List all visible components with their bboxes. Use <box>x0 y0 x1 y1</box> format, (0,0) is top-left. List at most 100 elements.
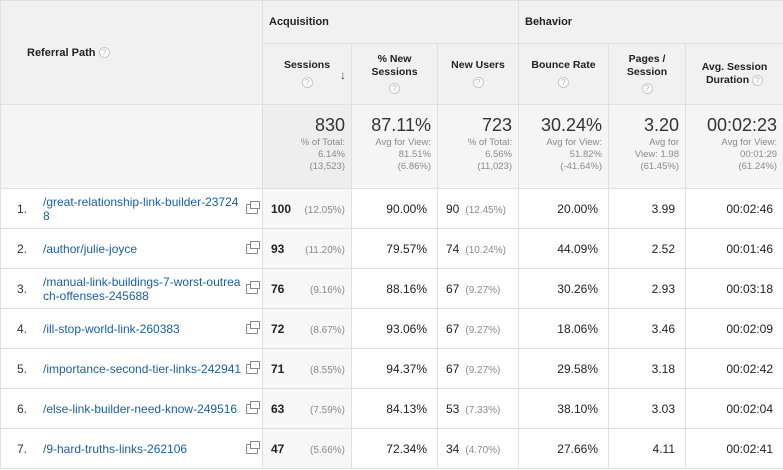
new-users-cell: 74 (10.24%) <box>437 228 519 269</box>
open-external-icon[interactable] <box>246 440 260 454</box>
referral-path-cell: 3. /manual-link-buildings-7-worst-outrea… <box>0 268 263 309</box>
avg-session-duration-cell: 00:02:09 <box>684 308 783 349</box>
sessions-value: 72 <box>271 321 285 336</box>
referral-path-cell: 6. /else-link-builder-need-know-249516 <box>0 388 263 429</box>
new-users-value: 74 <box>446 241 460 256</box>
table-row: 2. /author/julie-joyce 93 (11.20%) 79.57… <box>0 228 783 269</box>
new-users-value: 53 <box>446 401 460 416</box>
table-row: 7. /9-hard-truths-links-262106 47 (5.66%… <box>0 428 783 469</box>
sessions-column-header[interactable]: Sessions ? ↓ <box>262 43 352 105</box>
new-users-value: 67 <box>446 361 460 376</box>
sessions-cell: 100 (12.05%) <box>262 188 352 229</box>
pages-per-session-cell: 3.46 <box>608 308 686 349</box>
referral-path-cell: 2. /author/julie-joyce <box>0 228 263 269</box>
pages-per-session-cell: 4.11 <box>608 428 686 469</box>
help-icon[interactable]: ? <box>98 47 110 59</box>
sessions-value: 76 <box>271 281 285 296</box>
pct-new-sessions-cell: 72.34% <box>351 428 438 469</box>
pct-new-sessions-cell: 94.37% <box>351 348 438 389</box>
row-index: 7. <box>17 441 28 456</box>
total-bounce-rate: 30.24% Avg for View: 51.82% (-41.64%) <box>518 104 609 189</box>
new-users-column-header[interactable]: New Users ? <box>437 43 519 105</box>
help-icon[interactable]: ? <box>301 76 313 88</box>
table-row: 3. /manual-link-buildings-7-worst-outrea… <box>0 268 783 309</box>
sort-descending-icon[interactable]: ↓ <box>340 68 346 82</box>
sessions-percent: (8.55%) <box>309 364 345 376</box>
pages-per-session-cell: 2.93 <box>608 268 686 309</box>
sessions-value: 47 <box>271 441 285 456</box>
sessions-value: 71 <box>271 361 285 376</box>
pages-per-session-cell: 2.52 <box>608 228 686 269</box>
avg-session-duration-column-header[interactable]: Avg. Session Duration ? <box>684 43 783 105</box>
bounce-rate-cell: 44.09% <box>518 228 609 269</box>
table-row: 4. /ill-stop-world-link-260383 72 (8.67%… <box>0 308 783 349</box>
bounce-rate-column-header[interactable]: Bounce Rate ? <box>518 43 609 105</box>
referral-path-link[interactable]: /9-hard-truths-links-262106 <box>43 441 188 456</box>
row-index: 5. <box>17 361 28 376</box>
new-users-percent: (9.27%) <box>465 324 501 336</box>
avg-session-duration-cell: 00:01:46 <box>684 228 783 269</box>
referral-path-cell: 4. /ill-stop-world-link-260383 <box>0 308 263 349</box>
sessions-cell: 71 (8.55%) <box>262 348 352 389</box>
new-users-cell: 67 (9.27%) <box>437 308 519 349</box>
referral-path-link[interactable]: /manual-link-buildings-7-worst-outreach-… <box>43 274 241 303</box>
help-icon[interactable]: ? <box>558 76 569 88</box>
avg-session-duration-cell: 00:02:04 <box>684 388 783 429</box>
open-external-icon[interactable] <box>246 400 260 414</box>
new-users-percent: (9.27%) <box>465 284 501 296</box>
new-users-value: 67 <box>446 281 460 296</box>
sessions-value: 93 <box>271 241 285 256</box>
open-external-icon[interactable] <box>246 200 260 214</box>
help-icon[interactable]: ? <box>641 83 653 95</box>
pct-new-sessions-cell: 93.06% <box>351 308 438 349</box>
sessions-cell: 93 (11.20%) <box>262 228 352 269</box>
row-index: 3. <box>17 281 28 296</box>
sessions-percent: (8.67%) <box>309 324 345 336</box>
row-index: 1. <box>17 201 28 216</box>
referral-path-cell: 7. /9-hard-truths-links-262106 <box>0 428 263 469</box>
pages-per-session-cell: 3.99 <box>608 188 686 229</box>
total-avg-session-duration: 00:02:23 Avg for View: 00:01:29 (61.24%) <box>684 104 783 189</box>
help-icon[interactable]: ? <box>752 74 764 86</box>
referral-path-link[interactable]: /author/julie-joyce <box>43 241 138 256</box>
new-users-value: 90 <box>446 201 460 216</box>
avg-session-duration-cell: 00:02:42 <box>684 348 783 389</box>
open-external-icon[interactable] <box>246 240 260 254</box>
totals-row: 830 % of Total: 6.14% (13,523) 87.11% Av… <box>0 104 783 189</box>
new-users-cell: 34 (4.70%) <box>437 428 519 469</box>
sessions-value: 100 <box>271 201 292 216</box>
open-external-icon[interactable] <box>246 360 260 374</box>
sessions-cell: 47 (5.66%) <box>262 428 352 469</box>
avg-session-duration-cell: 00:02:41 <box>684 428 783 469</box>
sessions-cell: 72 (8.67%) <box>262 308 352 349</box>
sessions-percent: (11.20%) <box>305 244 345 256</box>
bounce-rate-cell: 38.10% <box>518 388 609 429</box>
avg-session-duration-cell: 00:03:18 <box>684 268 783 309</box>
new-users-cell: 67 (9.27%) <box>437 348 519 389</box>
new-users-percent: (10.24%) <box>465 244 506 256</box>
pct-new-sessions-cell: 84.13% <box>351 388 438 429</box>
help-icon[interactable]: ? <box>472 76 484 88</box>
pct-new-sessions-column-header[interactable]: % New Sessions ? <box>351 43 438 105</box>
behavior-group-header: Behavior <box>517 0 783 44</box>
total-pct-new-sessions: 87.11% Avg for View: 81.51% (6.86%) <box>351 104 438 189</box>
referral-path-header[interactable]: Referral Path ? <box>0 0 263 105</box>
sessions-percent: (7.59%) <box>309 404 345 416</box>
new-users-percent: (9.27%) <box>465 364 501 376</box>
new-users-value: 34 <box>446 441 460 456</box>
new-users-cell: 90 (12.45%) <box>437 188 519 229</box>
pages-per-session-cell: 3.03 <box>608 388 686 429</box>
table-row: 1. /great-relationship-link-builder-2372… <box>0 188 783 229</box>
referral-path-link[interactable]: /great-relationship-link-builder-237248 <box>43 194 239 223</box>
new-users-percent: (4.70%) <box>465 444 501 456</box>
help-icon[interactable]: ? <box>389 83 400 95</box>
referral-path-link[interactable]: /ill-stop-world-link-260383 <box>43 321 180 336</box>
bounce-rate-cell: 29.58% <box>518 348 609 389</box>
bounce-rate-cell: 30.26% <box>518 268 609 309</box>
referral-path-link[interactable]: /importance-second-tier-links-242941 <box>43 361 242 376</box>
open-external-icon[interactable] <box>246 280 260 294</box>
pages-per-session-column-header[interactable]: Pages / Session ? <box>608 43 686 105</box>
open-external-icon[interactable] <box>246 320 260 334</box>
referral-path-link[interactable]: /else-link-builder-need-know-249516 <box>43 401 238 416</box>
